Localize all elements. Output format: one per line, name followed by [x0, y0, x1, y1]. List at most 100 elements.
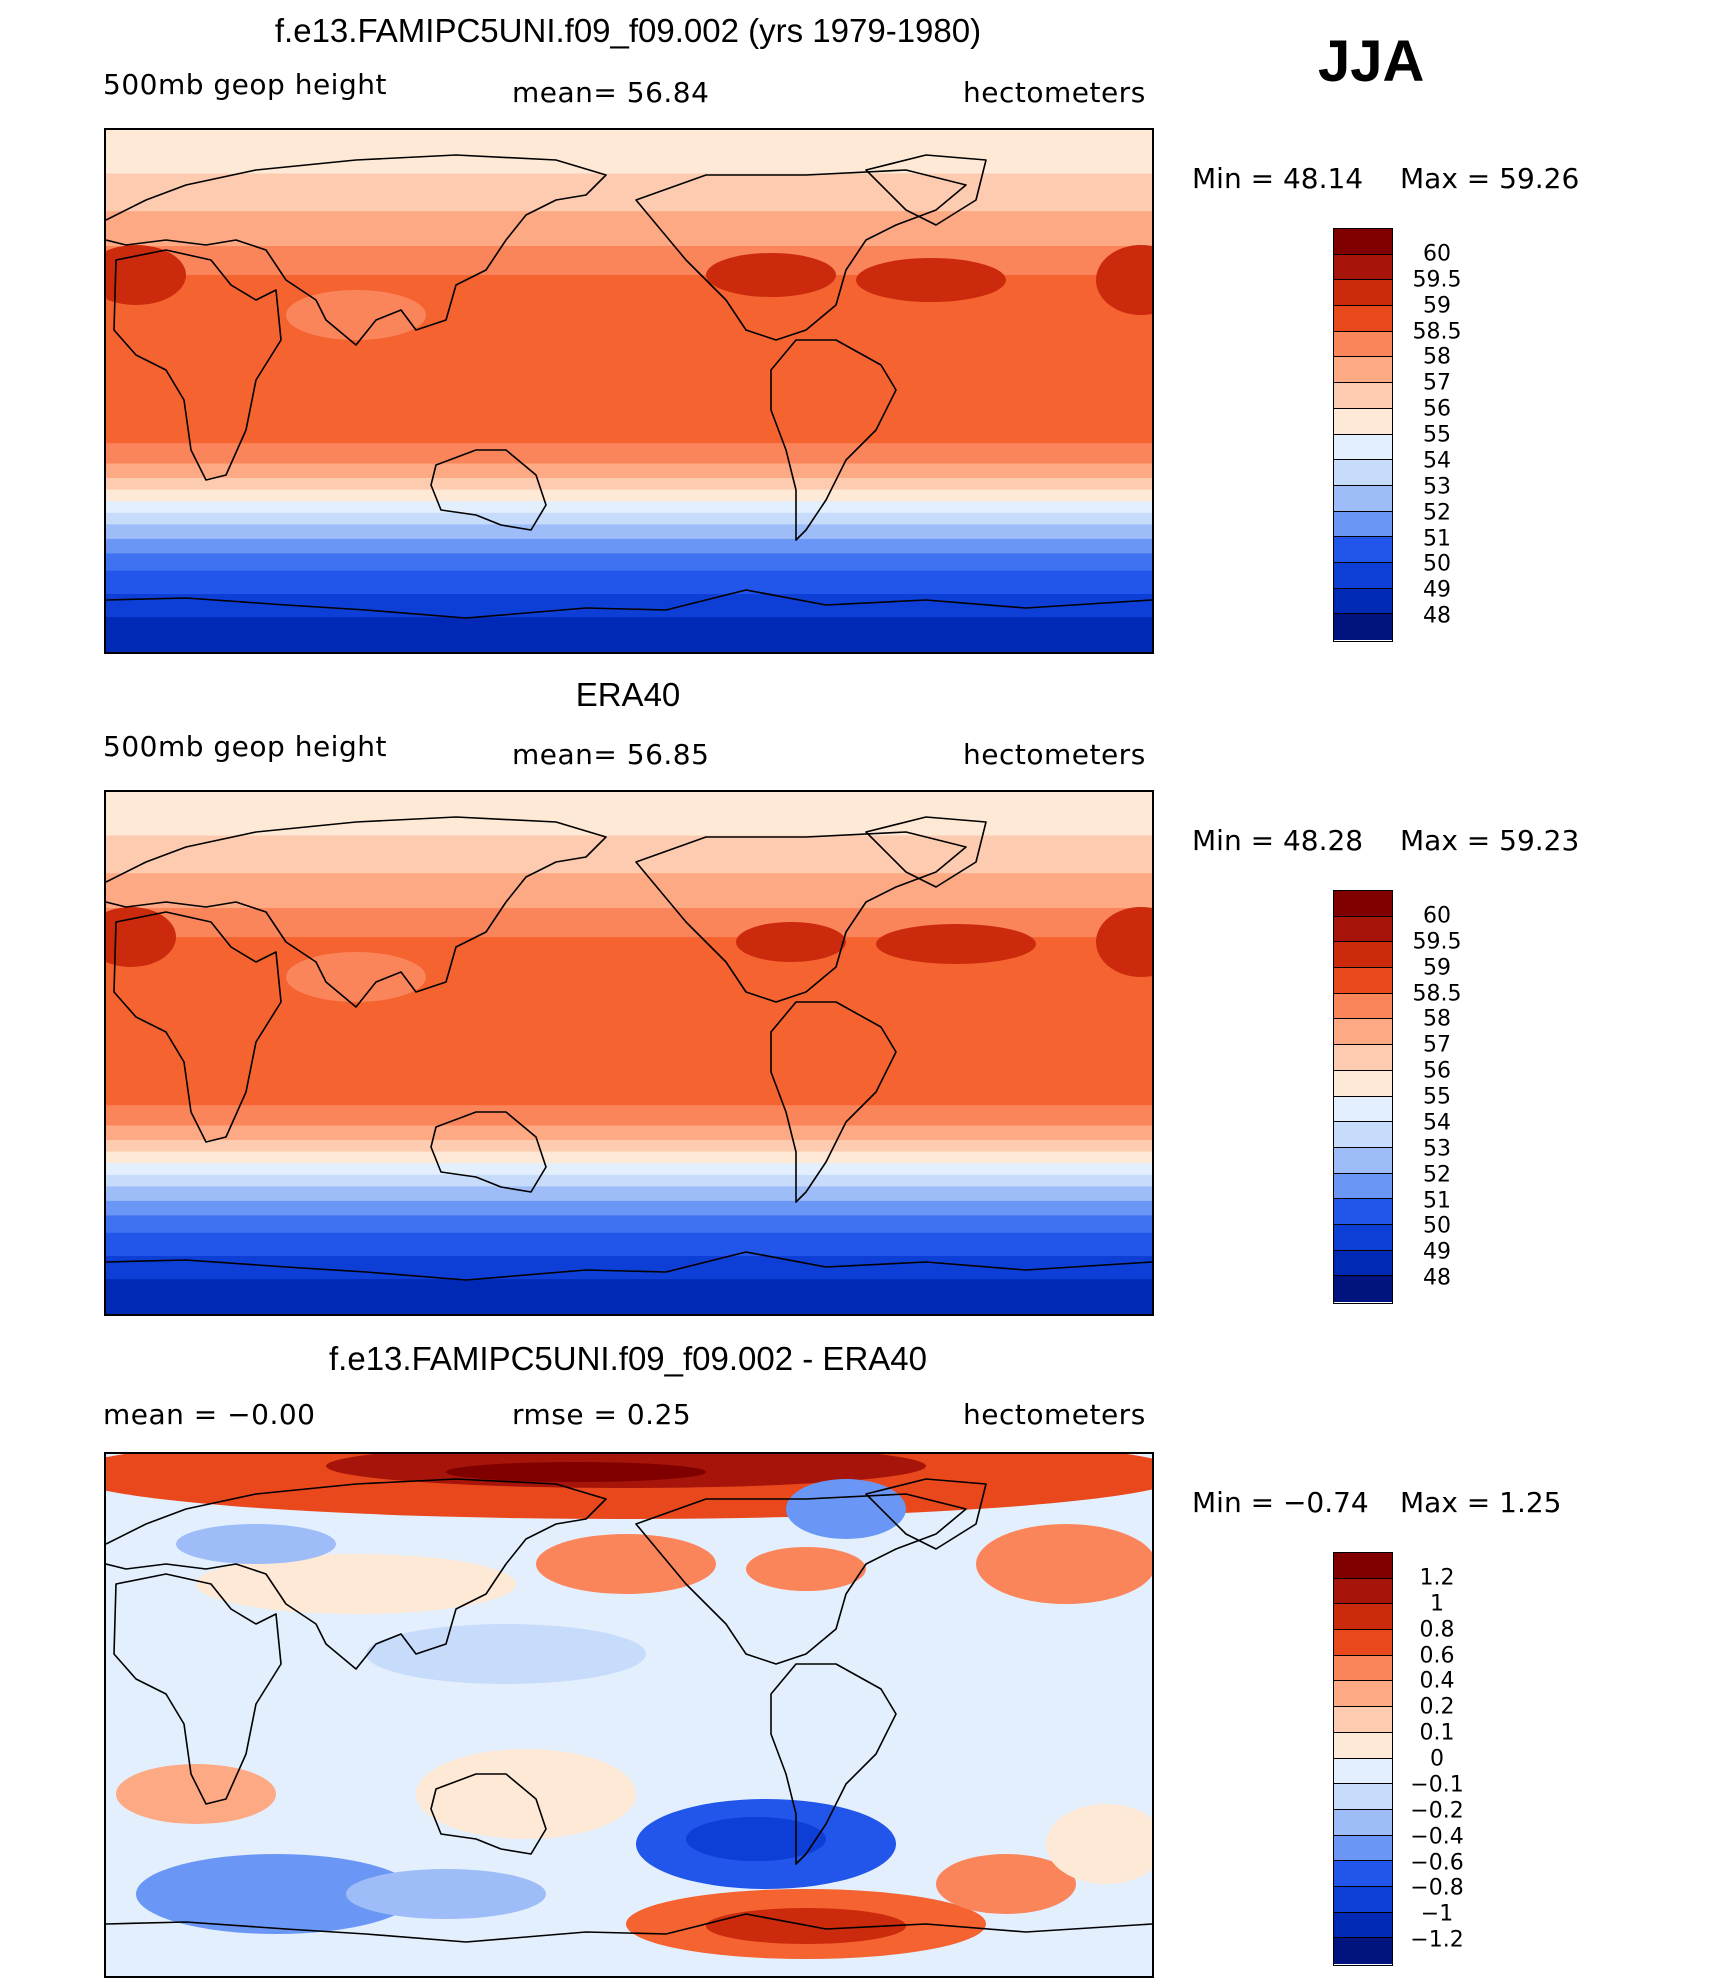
panel2-units: hectometers [963, 738, 1146, 771]
colorbar-level-label: 56 [1423, 396, 1451, 422]
coastline [106, 154, 1152, 619]
colorbar-level-label: 59 [1423, 955, 1451, 981]
field-band [106, 304, 1152, 358]
panel2-colorbar [1333, 890, 1393, 1304]
panel1-field-label: 500mb geop height [103, 68, 387, 101]
field-band [106, 1140, 1152, 1153]
colorbar-level-label: 58 [1423, 344, 1451, 370]
colorbar-level-label: 1.2 [1419, 1565, 1455, 1591]
field-anomaly [976, 1524, 1152, 1604]
field-band [106, 173, 1152, 213]
field-anomaly [416, 1749, 636, 1839]
field-high [876, 924, 1036, 964]
colorbar-swatch [1334, 1045, 1392, 1071]
field-band [106, 617, 1152, 652]
colorbar-swatch [1334, 1886, 1392, 1913]
coastline [106, 816, 1152, 1281]
season-label: JJA [1318, 29, 1425, 94]
colorbar-swatch [1334, 1276, 1392, 1302]
panel1-colorbar [1333, 228, 1393, 642]
field-band [106, 512, 1152, 526]
field-high [106, 245, 186, 305]
field-band [106, 211, 1152, 247]
colorbar-swatch [1334, 280, 1392, 307]
colorbar-swatch [1334, 1199, 1392, 1225]
field-bands [106, 792, 1152, 1314]
field-band [106, 1256, 1152, 1281]
field-low [286, 290, 426, 340]
panel2-title: ERA40 [575, 676, 681, 713]
panel2-field-label: 500mb geop height [103, 730, 387, 763]
field-band [106, 1279, 1152, 1314]
colorbar-swatch [1334, 229, 1392, 255]
field-band [106, 1163, 1152, 1176]
colorbar-swatch [1334, 434, 1392, 461]
colorbar-swatch [1334, 614, 1392, 640]
panel3-rmse: rmse = 0.25 [512, 1398, 692, 1431]
field-band [106, 538, 1152, 555]
field-anomaly [176, 1524, 336, 1564]
colorbar-swatch [1334, 1553, 1392, 1579]
colorbar-swatch [1334, 485, 1392, 512]
colorbar-level-label: 48 [1423, 1265, 1451, 1291]
colorbar-level-label: 58 [1423, 1006, 1451, 1032]
field-band [106, 478, 1152, 491]
field-anomaly [446, 1462, 706, 1482]
field-high [1096, 245, 1152, 315]
colorbar-level-label: 0.2 [1419, 1694, 1455, 1720]
field-band [106, 1232, 1152, 1257]
panel1-title: f.e13.FAMIPC5UNI.f09_f09.002 (yrs 1979-1… [274, 12, 982, 49]
colorbar-level-label: −0.8 [1410, 1875, 1464, 1901]
colorbar-swatch [1334, 1096, 1392, 1123]
colorbar-level-label: 49 [1423, 577, 1451, 603]
colorbar-swatch [1334, 916, 1392, 943]
colorbar-level-label: −0.1 [1410, 1772, 1464, 1798]
colorbar-swatch [1334, 1070, 1392, 1097]
field-band [106, 463, 1152, 479]
colorbar-level-label: 55 [1423, 422, 1451, 448]
colorbar-swatch [1334, 942, 1392, 969]
panel3-title: f.e13.FAMIPC5UNI.f09_f09.002 - ERA40 [329, 1340, 927, 1377]
colorbar-swatch [1334, 1758, 1392, 1785]
colorbar-swatch [1334, 588, 1392, 615]
colorbar-level-label: 59 [1423, 293, 1451, 319]
colorbar-level-label: 52 [1423, 1162, 1451, 1188]
colorbar-swatch [1334, 1604, 1392, 1631]
field-band [106, 594, 1152, 619]
colorbar-level-label: −0.6 [1410, 1850, 1464, 1875]
field-band [106, 570, 1152, 595]
colorbar-swatch [1334, 562, 1392, 589]
colorbar-swatch [1334, 1630, 1392, 1656]
colorbar-swatch [1334, 1681, 1392, 1708]
field-band [106, 1200, 1152, 1217]
field-anomaly [196, 1554, 516, 1614]
colorbar-swatch [1334, 1938, 1392, 1964]
field-high [706, 253, 836, 297]
colorbar-swatch [1334, 254, 1392, 281]
field-bands [106, 130, 1152, 652]
colorbar-swatch [1334, 1250, 1392, 1277]
colorbar-swatch [1334, 968, 1392, 994]
colorbar-swatch [1334, 306, 1392, 332]
colorbar-level-label: 53 [1423, 474, 1451, 500]
colorbar-level-label: −0.4 [1410, 1824, 1464, 1850]
field-band [106, 1215, 1152, 1234]
colorbar-level-label: 57 [1423, 1032, 1451, 1058]
field-band [106, 873, 1152, 909]
field-high [736, 922, 846, 962]
field-band [106, 1151, 1152, 1165]
colorbar-swatch [1334, 1578, 1392, 1605]
field-anomaly [786, 1479, 906, 1539]
field-high [106, 907, 176, 967]
colorbar-level-label: 59.5 [1412, 929, 1462, 955]
field-anomaly [536, 1534, 716, 1594]
colorbar-level-label: 48 [1423, 603, 1451, 629]
colorbar-level-label: −1 [1420, 1901, 1454, 1927]
colorbar-level-label: 54 [1423, 1110, 1451, 1136]
panel3-colorbar [1333, 1552, 1393, 1966]
field-anomalies [106, 1454, 1152, 1976]
field-band [106, 835, 1152, 875]
colorbar-swatch [1334, 1655, 1392, 1682]
panel3-min: Min = −0.74 [1192, 1486, 1369, 1519]
colorbar-level-label: 0.1 [1419, 1720, 1455, 1746]
